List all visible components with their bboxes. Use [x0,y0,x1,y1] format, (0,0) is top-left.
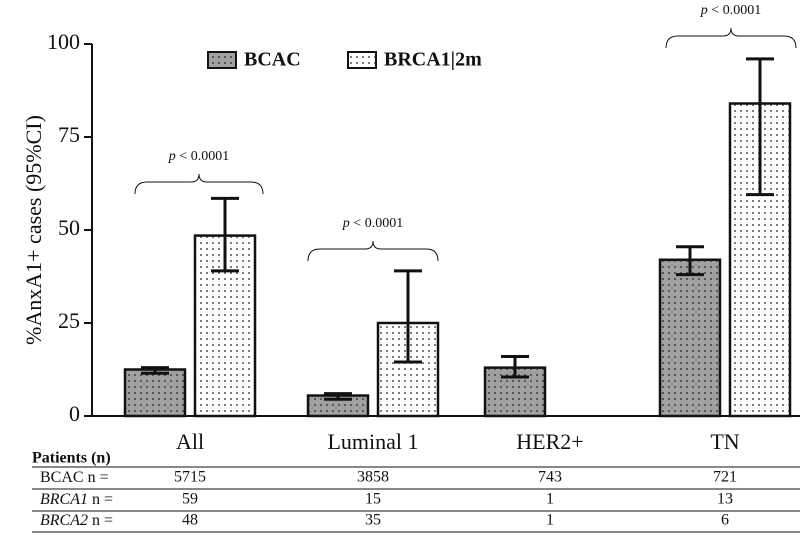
annotation-p: p [700,3,708,18]
y-tick-label: 100 [47,29,80,54]
table-cell: 1 [546,512,554,529]
row-suffix: n = [92,491,113,508]
bar-pattern [660,259,720,416]
annotation: p < 0.0001 [168,149,229,164]
bar-group [306,394,370,418]
legend-pattern [208,52,236,68]
error-bar [676,245,704,277]
table-cell: 35 [365,512,381,529]
bar-pattern [308,395,368,416]
significance-brace [665,27,797,49]
annotation-text: < 0.0001 [179,149,229,164]
row-name: BCAC [40,469,84,486]
table-cell: 721 [713,469,737,486]
significance-brace [134,173,264,195]
annotation: p < 0.0001 [342,216,403,231]
annotation-p: p [342,216,350,231]
bar-group [123,368,187,418]
table-cell: 48 [182,512,198,529]
y-axis-label: %AnxA1+ cases (95%CI) [21,115,46,345]
annotation-p: p [168,149,176,164]
table-cell: 743 [538,469,562,486]
y-tick-label: 50 [58,215,80,240]
row-name: BRCA2 [40,512,88,529]
table-header: Patients (n) [32,450,111,467]
error-bar [394,269,422,364]
row-label: BRCA1 n = [40,491,113,508]
row-label: BRCA2 n = [40,512,113,529]
row-name: BRCA1 [40,491,88,508]
y-tick-label: 75 [58,122,80,147]
bar-group [728,102,792,418]
table-cell: 1 [546,491,554,508]
bar-pattern [125,369,185,416]
table-cell: 5715 [174,469,206,486]
table-cell: 15 [365,491,381,508]
x-tick-label: Luminal 1 [327,429,418,454]
significance-brace [307,240,439,262]
annotation-text: < 0.0001 [711,3,761,18]
table-cell: 3858 [357,469,389,486]
x-tick-label: HER2+ [516,429,583,454]
y-tick-label: 25 [58,308,80,333]
bar-group [658,258,722,418]
table-cell: 59 [182,491,198,508]
y-tick-label: 0 [69,401,80,426]
error-bar [211,196,239,273]
table-cell: 13 [717,491,733,508]
legend-label: BRCA1|2m [384,49,482,71]
x-tick-label: All [176,429,204,454]
error-bar [746,57,774,197]
row-suffix: n = [88,469,109,486]
row-suffix: n = [92,512,113,529]
error-bar [141,366,169,375]
legend-label: BCAC [244,49,301,71]
annotation-text: < 0.0001 [353,216,403,231]
x-tick-label: TN [710,429,739,454]
error-bar [324,392,352,401]
legend-pattern [348,52,376,68]
row-label: BCAC n = [40,469,109,486]
table-cell: 6 [721,512,729,529]
error-bar [501,354,529,379]
annotation: p < 0.0001 [700,3,761,18]
